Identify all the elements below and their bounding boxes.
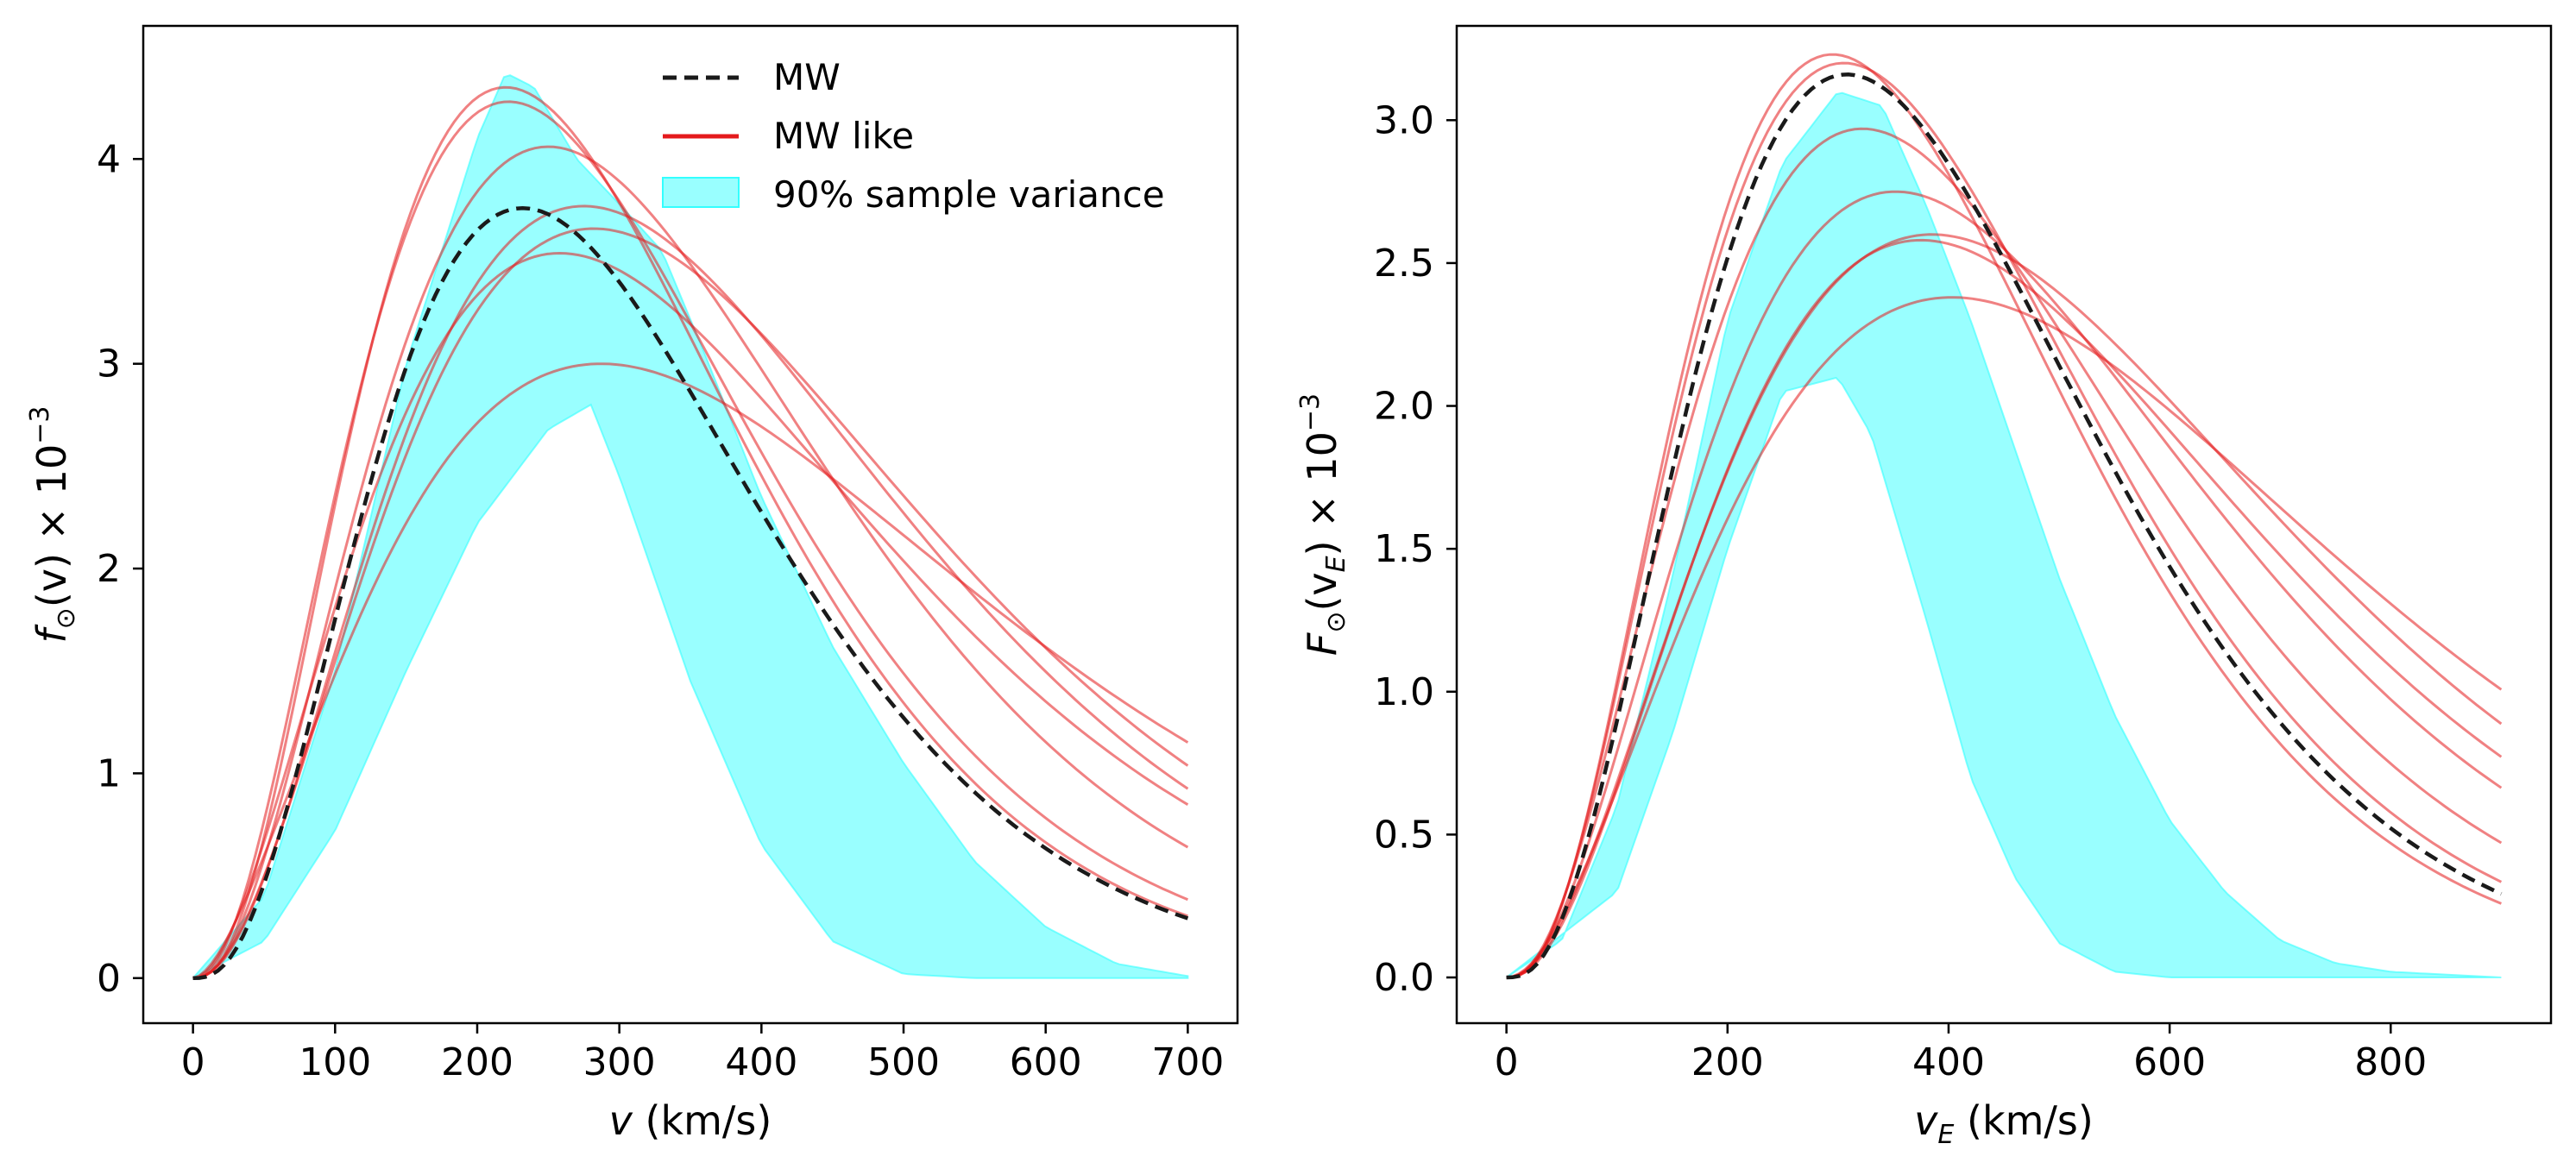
right-mw-curve xyxy=(1506,72,2503,980)
left-plot-frame xyxy=(142,24,1239,1025)
right-curves-layer xyxy=(1506,53,2503,980)
right-y-tick-label: 0.0 xyxy=(1374,956,1434,1000)
left-x-tick-label: 0 xyxy=(181,1040,205,1084)
legend-variance-swatch xyxy=(662,177,740,208)
left-mw-like-curve-7 xyxy=(192,362,1189,980)
legend: MW MW like 90% sample variance xyxy=(662,56,1165,216)
left-curves-layer xyxy=(192,85,1189,981)
right-x-tick-label: 800 xyxy=(2354,1040,2427,1084)
left-mw-like-curve-4 xyxy=(192,204,1189,980)
right-variance-band xyxy=(1505,91,2502,978)
right-mw-like-curve-1 xyxy=(1506,53,2502,979)
right-y-tick-label: 3.0 xyxy=(1374,98,1434,142)
left-x-ticks: 0 100 200 300 400 500 600 700 xyxy=(181,1023,1224,1084)
right-x-tick-label: 600 xyxy=(2133,1040,2206,1084)
left-mw-like-curve-5 xyxy=(192,227,1189,980)
right-plot-frame xyxy=(1455,24,2553,1025)
left-x-tick-label: 300 xyxy=(583,1040,656,1084)
left-y-tick-label: 4 xyxy=(97,137,121,181)
right-mw-like-curve-6 xyxy=(1506,238,2503,979)
right-y-tick-label: 2.5 xyxy=(1374,242,1434,286)
left-x-tick-label: 100 xyxy=(299,1040,371,1084)
right-mw-like-curve-4 xyxy=(1506,190,2503,979)
legend-mw-label: MW xyxy=(773,56,841,98)
legend-mw-like-label: MW like xyxy=(773,115,914,157)
left-mw-curve xyxy=(192,206,1189,981)
left-y-tick-label: 0 xyxy=(97,957,121,1001)
left-variance-band xyxy=(192,74,1189,979)
legend-variance-label: 90% sample variance xyxy=(773,173,1165,216)
right-y-tick-label: 2.0 xyxy=(1374,385,1434,429)
left-y-tick-label: 2 xyxy=(97,547,121,591)
left-y-ticks: 0 1 2 3 4 xyxy=(97,137,143,1001)
right-y-tick-label: 1.5 xyxy=(1374,527,1434,571)
left-x-tick-label: 500 xyxy=(867,1040,940,1084)
right-y-tick-label: 0.5 xyxy=(1374,813,1434,857)
right-variance-band-layer xyxy=(1505,91,2502,978)
left-x-tick-label: 400 xyxy=(725,1040,797,1084)
right-mw-like-curve-7 xyxy=(1506,296,2503,979)
right-x-ticks: 0 200 400 600 800 xyxy=(1495,1023,2427,1084)
left-y-axis-label: f⊙(v) × 10−3 xyxy=(25,405,81,643)
left-mw-like-curve-3 xyxy=(192,145,1189,980)
right-chart-panel: 0 200 400 600 800 0.0 0.5 1.0 1.5 2.0 2.5 3.0 vE (… xyxy=(1295,24,2553,1150)
left-y-tick-label: 3 xyxy=(97,342,121,386)
right-y-ticks: 0.0 0.5 1.0 1.5 2.0 2.5 3.0 xyxy=(1374,98,1457,1000)
right-y-tick-label: 1.0 xyxy=(1374,670,1434,714)
right-x-tick-label: 400 xyxy=(1912,1040,1985,1084)
left-variance-band-layer xyxy=(192,74,1189,979)
right-x-axis-label: vE (km/s) xyxy=(1914,1097,2094,1150)
right-y-axis-label: F⊙(vE) × 10−3 xyxy=(1295,393,1351,656)
left-x-tick-label: 200 xyxy=(441,1040,513,1084)
left-y-tick-label: 1 xyxy=(97,751,121,795)
left-x-axis-label: v (km/s) xyxy=(609,1097,772,1144)
right-x-tick-label: 0 xyxy=(1495,1040,1519,1084)
left-x-tick-label: 600 xyxy=(1010,1040,1082,1084)
left-x-tick-label: 700 xyxy=(1151,1040,1224,1084)
right-x-tick-label: 200 xyxy=(1691,1040,1764,1084)
left-chart-panel: 0 100 200 300 400 500 600 700 0 1 2 3 4 v (km/s) f⊙… xyxy=(25,24,1239,1144)
left-mw-like-curve-6 xyxy=(192,251,1189,980)
